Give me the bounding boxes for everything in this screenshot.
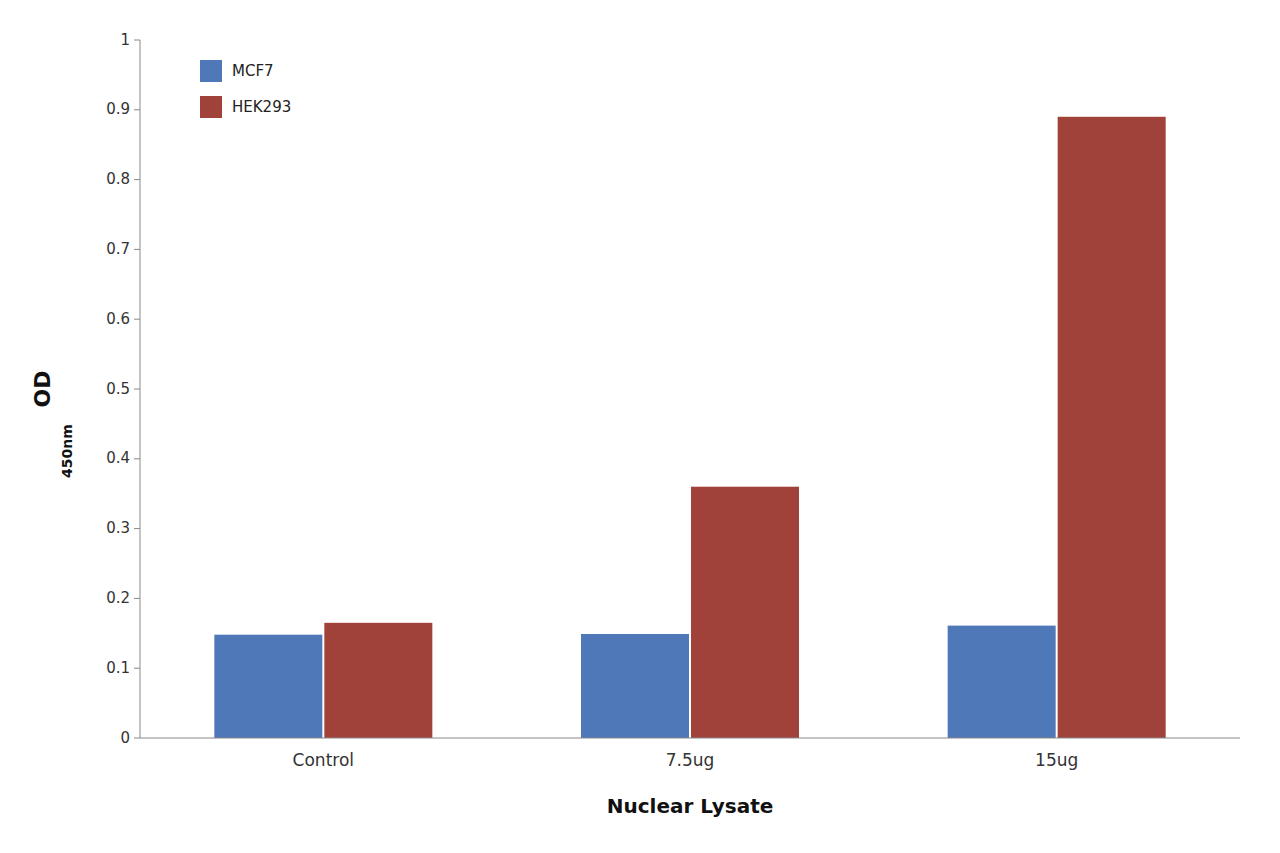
y-tick [134,738,140,739]
y-tick-label: 0.6 [106,310,130,328]
bar [324,623,432,738]
y-tick-label: 0.8 [106,170,130,188]
bar [691,487,799,738]
legend-label: MCF7 [232,62,274,80]
x-tick-label: 15ug [1035,750,1078,770]
y-tick-label: 0.7 [106,240,130,258]
bar [214,635,322,738]
y-tick [134,668,140,669]
bars [214,117,1165,738]
x-axis-line [140,738,1240,739]
y-tick-label: 0.2 [106,589,130,607]
y-axis-label: OD [30,371,55,408]
y-tick-label: 0.4 [106,449,130,467]
x-tick-label: Control [293,750,354,770]
y-tick [134,109,140,110]
y-tick [134,528,140,529]
y-tick [134,389,140,390]
x-tick-label: 7.5ug [666,750,715,770]
chart: 0 0.1 0.2 0.3 0.4 0.5 0.6 0.7 0.8 0.9 1 Control 7.5u… [0,0,1280,853]
y-tick-label: 0.5 [106,380,130,398]
legend-label: HEK293 [232,98,291,116]
y-tick-label: 1 [120,31,130,49]
legend-swatch [200,96,222,118]
bar [581,634,689,738]
y-tick-label: 0.9 [106,100,130,118]
y-tick [134,319,140,320]
legend-swatch [200,60,222,82]
y-tick-label: 0.3 [106,519,130,537]
y-tick [134,179,140,180]
legend: MCF7 HEK293 [200,60,291,118]
y-tick [134,458,140,459]
y-tick [134,598,140,599]
y-tick [134,40,140,41]
axes: 0 0.1 0.2 0.3 0.4 0.5 0.6 0.7 0.8 0.9 1 Control 7.5u… [106,31,1240,771]
y-axis-label-subscript: 450nm [59,424,75,478]
y-tick-label: 0.1 [106,659,130,677]
y-tick [134,249,140,250]
bar [1058,117,1166,738]
x-axis-label: Nuclear Lysate [607,794,774,818]
bar [948,626,1056,738]
y-tick-label: 0 [120,729,130,747]
